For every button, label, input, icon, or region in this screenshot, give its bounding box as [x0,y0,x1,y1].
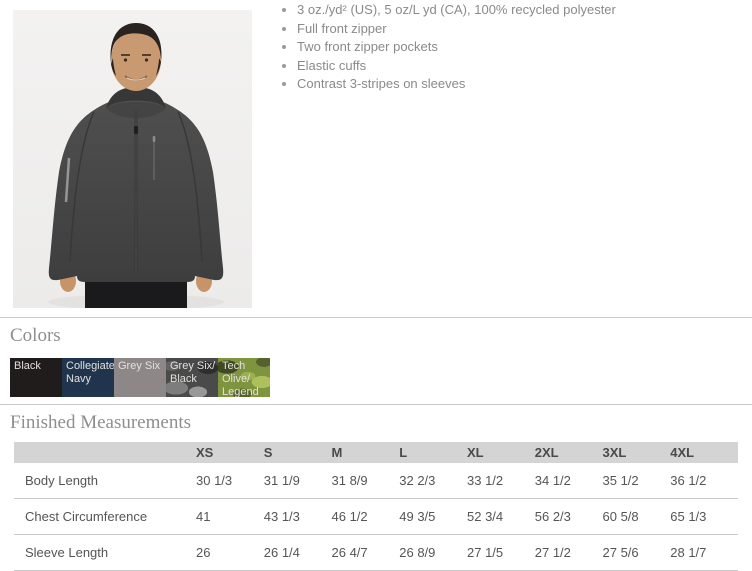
feature-bullets: 3 oz./yd² (US), 5 oz/L yd (CA), 100% rec… [282,1,616,94]
measurement-value: 28 1/7 [670,534,738,571]
section-divider [0,404,752,405]
size-column-header-xs: XS [196,442,264,463]
feature-item: Full front zipper [297,20,616,39]
feature-item: Elastic cuffs [297,57,616,76]
size-column-header-3xl: 3XL [602,442,671,463]
measurements-table: XS S M L XL 2XL 3XL 4XL Body Length 30 1/3 31 1/9… [14,442,738,571]
measurement-value: 34 1/2 [534,463,603,499]
measurement-value: 49 3/5 [399,498,467,535]
table-row: Chest Circumference 41 43 1/3 46 1/2 49 3/5 5… [14,498,738,535]
product-photo [13,10,252,308]
section-divider [0,317,752,318]
product-overview: 3 oz./yd² (US), 5 oz/L yd (CA), 100% rec… [0,0,752,308]
measurement-value: 26 8/9 [399,534,467,571]
feature-list: 3 oz./yd² (US), 5 oz/L yd (CA), 100% rec… [282,1,616,94]
measurement-value: 33 1/2 [467,463,535,499]
feature-item: 3 oz./yd² (US), 5 oz/L yd (CA), 100% rec… [297,1,616,20]
measurements-table-body: Body Length 30 1/3 31 1/9 31 8/9 32 2/3 33 1/… [14,463,738,571]
finished-measurements-heading: Finished Measurements [10,412,192,433]
measurement-value: 26 [196,534,264,571]
color-swatch-collegiate-navy[interactable]: Collegiate Navy [62,358,114,397]
color-swatch-tech-olive-legend[interactable]: Tech Olive/ Legend [218,358,270,397]
measurement-value: 36 1/2 [670,463,738,499]
size-column-header-m: M [331,442,400,463]
row-label: Chest Circumference [14,498,196,535]
measurement-value: 35 1/2 [602,463,671,499]
measurement-value: 30 1/3 [196,463,264,499]
table-row: Body Length 30 1/3 31 1/9 31 8/9 32 2/3 33 1/… [14,463,738,499]
size-column-header-s: S [263,442,332,463]
color-swatch-black[interactable]: Black [10,358,62,397]
model-photo-illustration [13,10,252,308]
table-header-row: XS S M L XL 2XL 3XL 4XL [14,442,738,463]
measurement-value: 27 1/2 [534,534,603,571]
size-column-header-l: L [399,442,467,463]
color-swatch-label: Collegiate Navy [66,360,114,385]
color-swatch-grey-six-black[interactable]: Grey Six/ Black [166,358,218,397]
measurement-value: 31 1/9 [263,463,332,499]
measurement-value: 46 1/2 [331,498,400,535]
color-swatch-label: Grey Six [118,360,161,372]
feature-item: Two front zipper pockets [297,38,616,57]
size-column-header-4xl: 4XL [670,442,738,463]
color-swatch-label: Black [14,360,41,372]
color-swatch-label: Grey Six/ Black [170,360,216,385]
measurement-value: 43 1/3 [263,498,332,535]
measurement-value: 32 2/3 [399,463,467,499]
measurement-value: 52 3/4 [467,498,535,535]
color-swatch-grey-six[interactable]: Grey Six [114,358,166,397]
table-header-empty [14,442,196,463]
color-swatches: Black Collegiate Navy Grey Six Grey Six/ Bl… [10,358,752,397]
colors-heading: Colors [10,325,61,346]
row-label: Body Length [14,463,196,499]
measurement-value: 26 1/4 [263,534,332,571]
measurement-value: 27 1/5 [467,534,535,571]
measurements-table-head: XS S M L XL 2XL 3XL 4XL [14,442,738,463]
table-row: Sleeve Length 26 26 1/4 26 4/7 26 8/9 27 1/5 2… [14,534,738,571]
measurement-value: 65 1/3 [670,498,738,535]
size-column-header-2xl: 2XL [534,442,603,463]
measurement-value: 41 [196,498,264,535]
size-column-header-xl: XL [467,442,535,463]
measurement-value: 60 5/8 [602,498,671,535]
measurement-value: 31 8/9 [331,463,400,499]
row-label: Sleeve Length [14,534,196,571]
measurement-value: 26 4/7 [331,534,400,571]
measurement-value: 56 2/3 [534,498,603,535]
measurement-value: 27 5/6 [602,534,671,571]
feature-item: Contrast 3-stripes on sleeves [297,75,616,94]
color-swatch-label: Tech Olive/ Legend [222,360,259,397]
